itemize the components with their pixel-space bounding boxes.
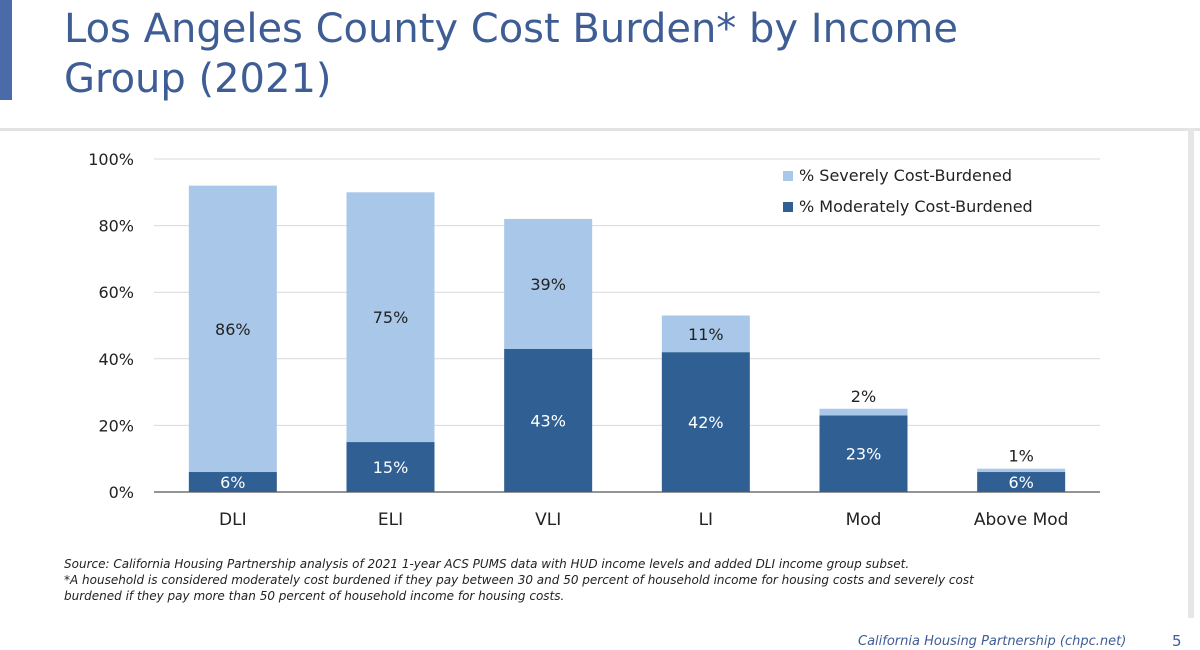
slide-title-line-1: Los Angeles County Cost Burden* by Incom… xyxy=(64,6,958,52)
bar-severe xyxy=(346,192,435,443)
y-tick-label: 0% xyxy=(109,483,134,502)
data-label-severe: 86% xyxy=(215,320,251,339)
x-tick-label: Mod xyxy=(846,510,882,530)
bar-severe xyxy=(977,468,1066,473)
data-label-moderate: 43% xyxy=(530,411,566,430)
data-label-severe: 2% xyxy=(851,387,876,406)
source-note: Source: California Housing Partnership a… xyxy=(64,557,910,571)
slide-title: Los Angeles County Cost Burden* by Incom… xyxy=(64,4,1164,104)
bar-moderate xyxy=(661,352,750,492)
x-tick-label: ELI xyxy=(378,510,403,530)
data-label-severe: 75% xyxy=(373,308,409,327)
bar-severe xyxy=(188,185,277,473)
data-label-moderate: 15% xyxy=(373,458,409,477)
bar-moderate xyxy=(504,348,593,492)
data-label-moderate: 42% xyxy=(688,413,724,432)
bar-moderate xyxy=(977,472,1066,492)
slide-title-line-2: Group (2021) xyxy=(64,56,332,102)
bar-moderate xyxy=(346,442,435,492)
y-tick-label: 100% xyxy=(88,150,134,169)
x-tick-label: VLI xyxy=(535,510,561,530)
chart-frame-top-border xyxy=(0,128,1200,131)
data-label-moderate: 6% xyxy=(220,473,245,492)
x-tick-label: Above Mod xyxy=(974,510,1069,530)
y-tick-label: 20% xyxy=(98,416,134,435)
data-label-severe: 11% xyxy=(688,325,724,344)
y-tick-label: 60% xyxy=(98,283,134,302)
data-label-moderate: 6% xyxy=(1008,473,1033,492)
legend-swatch xyxy=(783,171,793,181)
legend-swatch xyxy=(783,202,793,212)
definition-note-line-1: *A household is considered moderately co… xyxy=(64,573,974,587)
data-label-severe: 39% xyxy=(530,275,566,294)
page-number: 5 xyxy=(1172,632,1182,650)
data-label-severe: 1% xyxy=(1008,447,1033,466)
definition-note-line-2: burdened if they pay more than 50 percen… xyxy=(64,589,565,603)
y-tick-label: 80% xyxy=(98,217,134,236)
x-tick-label: DLI xyxy=(219,510,247,530)
bar-moderate xyxy=(188,472,277,492)
footer-brand: California Housing Partnership (chpc.net… xyxy=(858,634,1127,649)
bar-severe xyxy=(819,408,908,416)
chart-frame-right-border xyxy=(1188,128,1194,618)
bar-severe xyxy=(661,315,750,353)
legend-label: % Moderately Cost-Burdened xyxy=(799,197,1033,216)
data-label-moderate: 23% xyxy=(846,445,882,464)
bar-severe xyxy=(504,218,593,349)
title-accent-bar xyxy=(0,0,12,100)
bar-moderate xyxy=(819,415,908,492)
x-tick-label: LI xyxy=(699,510,714,530)
chart-notes: Source: California Housing Partnership a… xyxy=(64,556,1084,604)
legend-label: % Severely Cost-Burdened xyxy=(799,166,1012,185)
y-tick-label: 40% xyxy=(98,350,134,369)
